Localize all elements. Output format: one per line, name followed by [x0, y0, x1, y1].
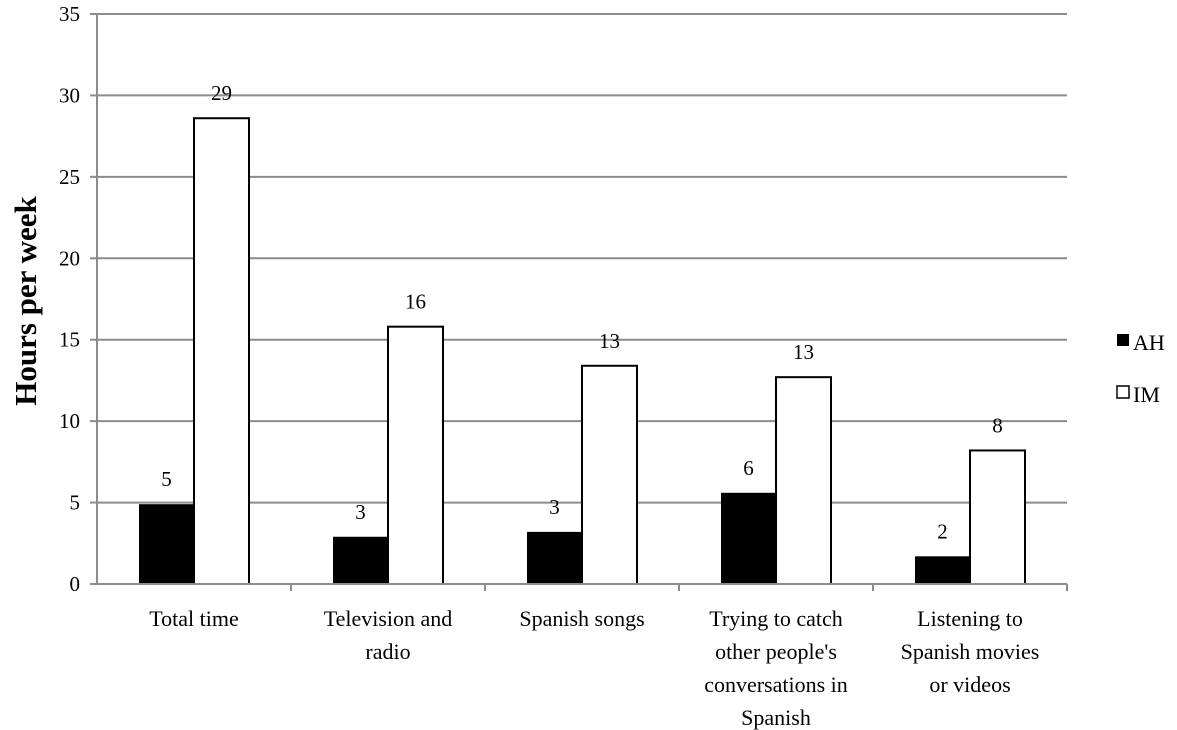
data-label: 6 [743, 456, 754, 480]
y-axis-label: Hours per week [8, 195, 43, 405]
data-label: 3 [355, 500, 366, 524]
data-label: 3 [549, 495, 560, 519]
gridlines [97, 13, 1067, 504]
y-tick-label: 15 [59, 328, 80, 352]
bar-ah [527, 531, 582, 584]
category-label: Trying to catch other people's conversatio… [704, 606, 848, 730]
axes [96, 14, 1068, 591]
category-label: Total time [149, 606, 239, 631]
category-label: Listening to Spanish movies or videos [901, 606, 1040, 697]
data-label: 13 [793, 340, 814, 364]
data-label: 16 [405, 290, 426, 314]
category-label-line: Spanish movies [901, 639, 1040, 664]
category-label-line: Trying to catch [709, 606, 843, 631]
category-label-line: conversations in [704, 672, 848, 697]
category-label-line: Listening to [917, 606, 1023, 631]
bar-im [775, 376, 832, 585]
y-tick-label: 35 [59, 2, 80, 26]
bar-im [193, 117, 250, 585]
bar-ah [721, 492, 776, 584]
y-tick-label: 5 [70, 491, 81, 515]
data-label: 5 [161, 467, 172, 491]
data-labels: 5 29 3 16 3 13 6 13 2 8 [161, 81, 1003, 543]
category-label-line: other people's [715, 639, 837, 664]
category-label-line: or videos [929, 672, 1010, 697]
legend-swatch-ah [1117, 334, 1129, 346]
legend-swatch-im [1116, 385, 1130, 399]
data-label: 29 [211, 81, 232, 105]
bar-im [581, 364, 638, 585]
category-label-line: radio [365, 639, 410, 664]
legend: AH IM [1116, 330, 1165, 407]
y-tick-label: 25 [59, 165, 80, 189]
y-tick-label: 10 [59, 409, 80, 433]
legend-label-ah: AH [1133, 330, 1165, 355]
data-label: 13 [599, 329, 620, 353]
y-tick-label: 20 [59, 246, 80, 270]
category-labels: Total time Television and radio Spanish son… [149, 606, 1039, 730]
legend-label-im: IM [1133, 382, 1160, 407]
data-label: 8 [992, 413, 1003, 437]
bar-ah [333, 536, 388, 584]
bar-im [387, 325, 444, 585]
category-label-line: Total time [149, 606, 239, 631]
data-label: 2 [937, 519, 948, 543]
category-label: Spanish songs [519, 606, 644, 631]
bar-im [969, 449, 1026, 586]
y-tick-label: 30 [59, 83, 80, 107]
category-label-line: Spanish [741, 705, 811, 730]
bar-ah [915, 556, 970, 584]
category-label-line: Television and [324, 606, 453, 631]
bar-ah [139, 504, 194, 584]
category-label: Television and radio [324, 606, 453, 664]
y-axis-ticks: 0 5 10 15 20 25 30 35 [59, 2, 97, 596]
y-tick-label: 0 [70, 572, 81, 596]
category-label-line: Spanish songs [519, 606, 644, 631]
bars [139, 117, 1026, 586]
